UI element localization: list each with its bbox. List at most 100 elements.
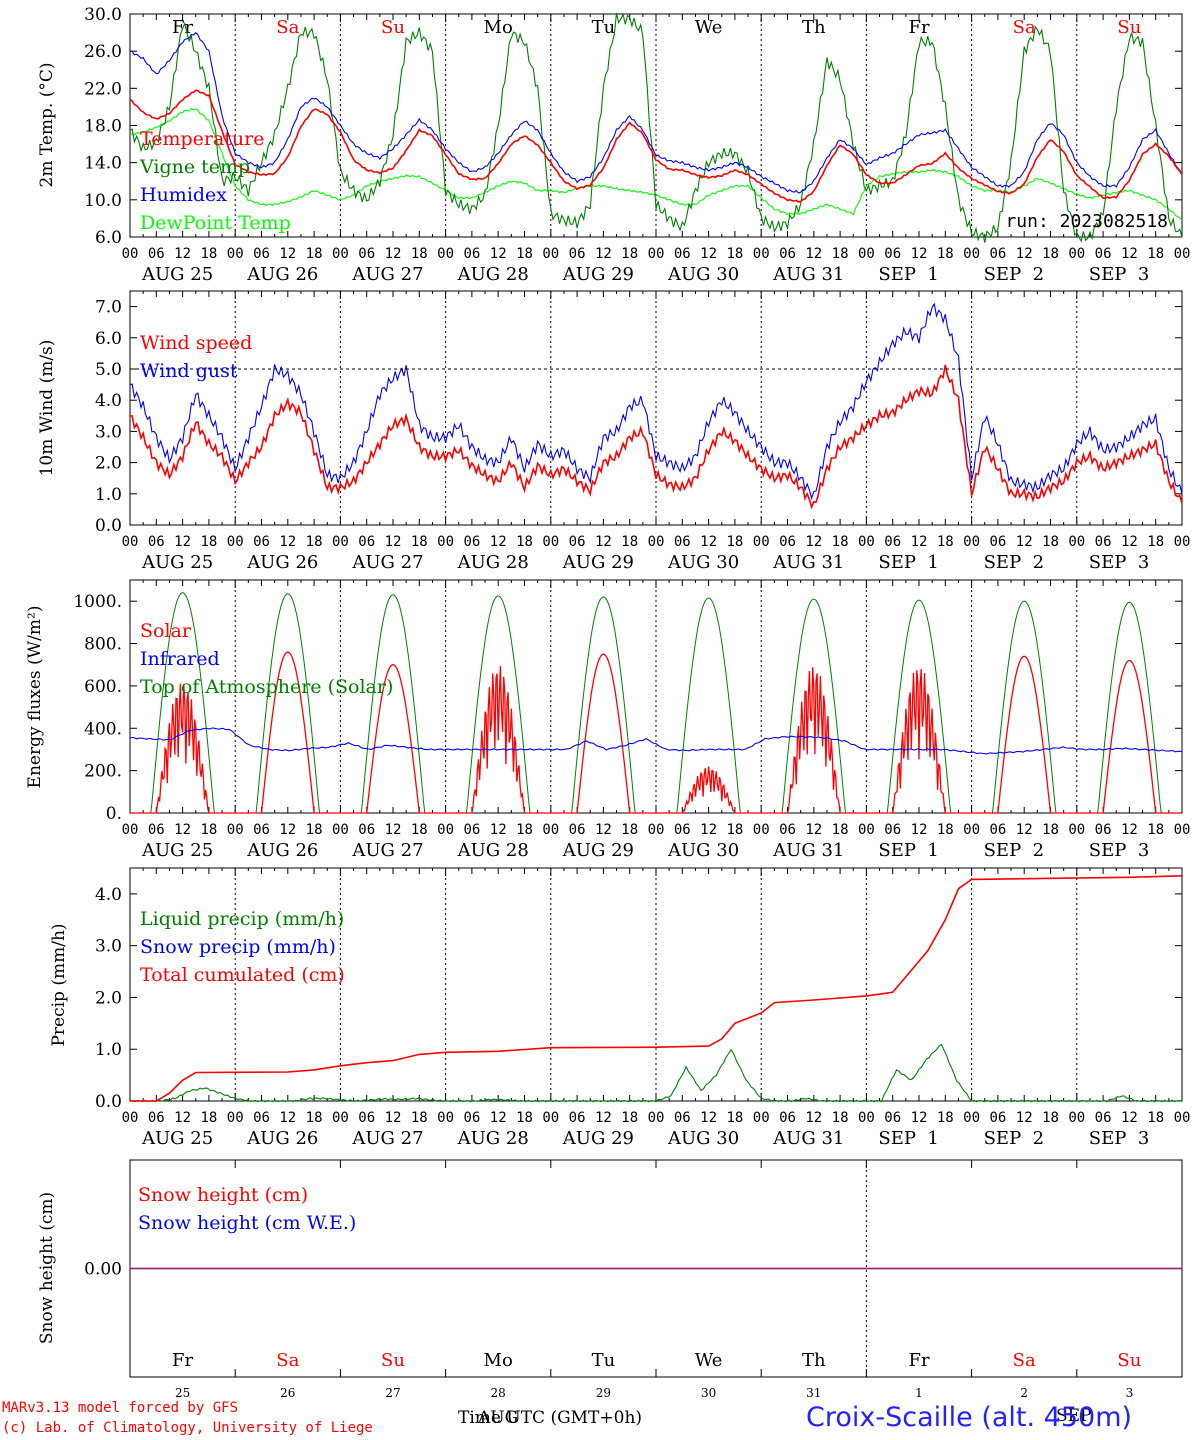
hour-label: 18 bbox=[726, 1110, 743, 1126]
day-number: 28 bbox=[491, 1386, 506, 1400]
y-tick-label: 4.0 bbox=[95, 391, 122, 411]
hour-label: 12 bbox=[385, 534, 402, 550]
hour-label: 12 bbox=[279, 246, 296, 262]
hour-label: 12 bbox=[490, 534, 507, 550]
hour-label: 06 bbox=[674, 1110, 691, 1126]
run-annotation: run: 2023082518 bbox=[1005, 211, 1168, 232]
hour-label: 06 bbox=[884, 822, 901, 838]
series-line-vigne-temp bbox=[129, 12, 1183, 243]
hour-label: 06 bbox=[148, 1110, 165, 1126]
hour-label: 12 bbox=[595, 534, 612, 550]
hour-label: 06 bbox=[989, 534, 1006, 550]
hour-label: 18 bbox=[516, 822, 533, 838]
hour-label: 12 bbox=[385, 822, 402, 838]
hour-label: 00 bbox=[753, 534, 770, 550]
hour-label: 06 bbox=[358, 246, 375, 262]
date-label: AUG 30 bbox=[667, 1128, 739, 1149]
hour-label: 00 bbox=[437, 1110, 454, 1126]
hour-label: 06 bbox=[569, 1110, 586, 1126]
hour-label: 18 bbox=[200, 1110, 217, 1126]
hour-label: 12 bbox=[1121, 246, 1138, 262]
y-tick-label: 4.0 bbox=[95, 885, 122, 905]
legend-entry: Humidex bbox=[140, 184, 227, 206]
legend-entry: Wind gust bbox=[140, 360, 238, 382]
hour-label: 12 bbox=[385, 1110, 402, 1126]
hour-label: 18 bbox=[1042, 1110, 1059, 1126]
day-name-top: Su bbox=[381, 17, 405, 38]
date-label: AUG 25 bbox=[141, 552, 213, 573]
series-line-total-cumulated bbox=[130, 875, 1183, 1102]
hour-label: 12 bbox=[700, 1110, 717, 1126]
hour-label: 18 bbox=[726, 822, 743, 838]
day-name-bottom: Tu bbox=[592, 1350, 616, 1371]
date-label: AUG 31 bbox=[772, 840, 844, 861]
hour-label: 18 bbox=[937, 246, 954, 262]
date-label: SEP 2 bbox=[984, 840, 1044, 861]
hour-label: 06 bbox=[1095, 246, 1112, 262]
series-line-wind-gust bbox=[129, 302, 1183, 501]
hour-label: 06 bbox=[884, 534, 901, 550]
date-label: AUG 28 bbox=[457, 1128, 529, 1149]
hour-label: 00 bbox=[1174, 534, 1191, 550]
day-name-top: Th bbox=[802, 17, 826, 38]
day-name-bottom: Th bbox=[802, 1350, 826, 1371]
hour-label: 06 bbox=[148, 822, 165, 838]
hour-label: 18 bbox=[411, 246, 428, 262]
y-tick-label: 22.0 bbox=[84, 79, 122, 99]
hour-label: 12 bbox=[174, 246, 191, 262]
lab-credit: (c) Lab. of Climatology, University of L… bbox=[2, 1420, 373, 1436]
hour-label: 18 bbox=[1042, 534, 1059, 550]
date-label: AUG 26 bbox=[246, 840, 318, 861]
month-label-sep: SEP bbox=[1056, 1406, 1092, 1426]
y-tick-label: 5.0 bbox=[95, 360, 122, 380]
hour-label: 12 bbox=[595, 246, 612, 262]
hour-label: 06 bbox=[253, 1110, 270, 1126]
hour-label: 06 bbox=[253, 822, 270, 838]
y-axis-label: 2m Temp. (°C) bbox=[37, 62, 57, 187]
hour-label: 12 bbox=[911, 822, 928, 838]
hour-label: 06 bbox=[569, 822, 586, 838]
date-label: SEP 3 bbox=[1089, 552, 1149, 573]
hour-label: 00 bbox=[227, 822, 244, 838]
date-label: AUG 26 bbox=[246, 552, 318, 573]
legend-entry: Temperature bbox=[140, 128, 264, 150]
hour-label: 12 bbox=[279, 1110, 296, 1126]
hour-label: 12 bbox=[174, 534, 191, 550]
hour-label: 18 bbox=[937, 1110, 954, 1126]
day-name-top: Sa bbox=[1013, 17, 1036, 38]
hour-label: 06 bbox=[674, 822, 691, 838]
hour-label: 12 bbox=[1016, 822, 1033, 838]
legend-entry: Snow height (cm W.E.) bbox=[138, 1212, 356, 1234]
y-axis-label: Snow height (cm) bbox=[37, 1192, 57, 1344]
series-line-toa-solar bbox=[130, 592, 1181, 814]
day-name-bottom: Sa bbox=[276, 1350, 299, 1371]
model-credit: MARv3.13 model forced by GFS bbox=[2, 1400, 239, 1416]
hour-label: 12 bbox=[911, 534, 928, 550]
day-name-bottom: Su bbox=[381, 1350, 405, 1371]
date-label: AUG 31 bbox=[772, 1128, 844, 1149]
hour-label: 00 bbox=[753, 246, 770, 262]
day-name-bottom: Su bbox=[1117, 1350, 1141, 1371]
hour-label: 18 bbox=[411, 534, 428, 550]
hour-label: 06 bbox=[569, 534, 586, 550]
date-label: SEP 3 bbox=[1089, 264, 1149, 285]
hour-label: 06 bbox=[253, 246, 270, 262]
day-number: 26 bbox=[280, 1386, 295, 1400]
hour-label: 18 bbox=[1147, 1110, 1164, 1126]
legend-entry: Snow precip (mm/h) bbox=[140, 936, 336, 958]
date-label: AUG 27 bbox=[351, 840, 423, 861]
day-name-top: Fr bbox=[908, 17, 929, 38]
date-label: AUG 31 bbox=[772, 552, 844, 573]
hour-label: 06 bbox=[569, 246, 586, 262]
hour-label: 00 bbox=[1174, 1110, 1191, 1126]
hour-label: 18 bbox=[832, 1110, 849, 1126]
y-tick-label: 0.0 bbox=[95, 516, 122, 536]
day-name-bottom: Sa bbox=[1013, 1350, 1036, 1371]
hour-label: 12 bbox=[1121, 822, 1138, 838]
hour-label: 00 bbox=[858, 822, 875, 838]
hour-label: 18 bbox=[726, 534, 743, 550]
y-axis-label: Energy fluxes (W/m²) bbox=[25, 606, 45, 789]
day-name-bottom: Mo bbox=[484, 1350, 513, 1371]
day-name-top: We bbox=[695, 17, 723, 38]
hour-label: 00 bbox=[1068, 534, 1085, 550]
